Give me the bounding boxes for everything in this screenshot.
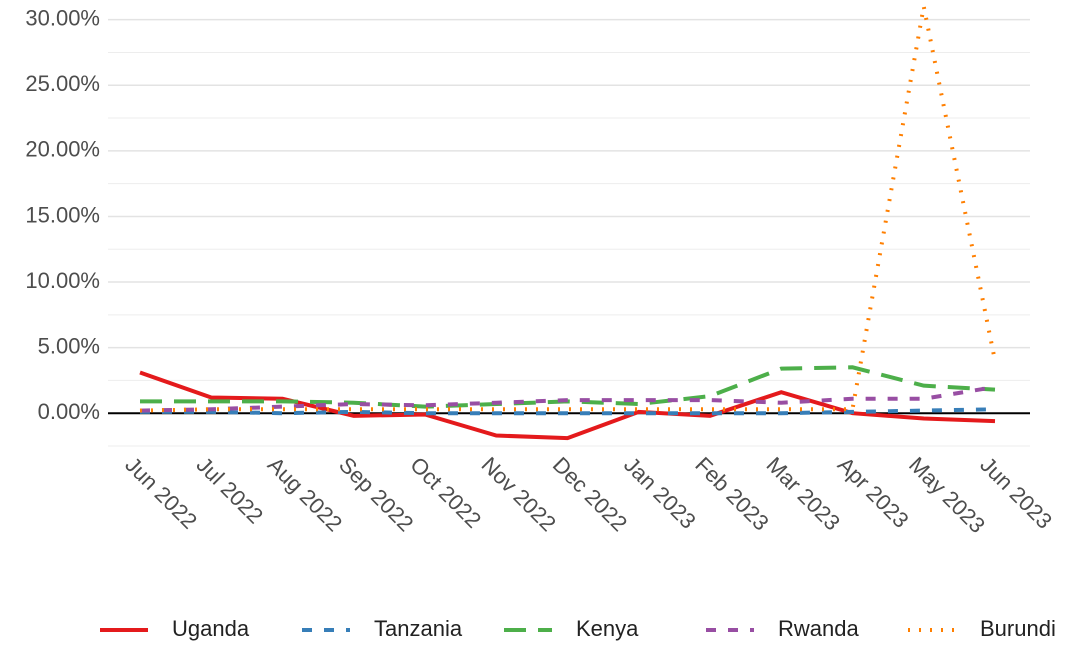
- x-tick-label: Dec 2022: [548, 452, 632, 536]
- legend-label: Burundi: [980, 616, 1056, 641]
- x-tick-label: Sep 2022: [334, 452, 418, 536]
- x-tick-label: Oct 2022: [405, 452, 486, 533]
- y-tick-label: 15.00%: [25, 202, 100, 227]
- legend-label: Uganda: [172, 616, 250, 641]
- legend-label: Tanzania: [374, 616, 463, 641]
- series-line: [139, 384, 996, 413]
- x-tick-label: Jul 2022: [192, 452, 269, 529]
- x-tick-label: Aug 2022: [263, 452, 347, 536]
- y-tick-label: 10.00%: [25, 268, 100, 293]
- y-tick-label: 5.00%: [38, 333, 100, 358]
- x-tick-label: Mar 2023: [762, 452, 845, 535]
- series-line: [139, 6, 997, 413]
- x-tick-label: Jun 2022: [120, 452, 202, 534]
- x-tick-label: Apr 2023: [833, 452, 914, 533]
- legend-label: Rwanda: [778, 616, 859, 641]
- x-tick-label: Nov 2022: [477, 452, 561, 536]
- y-tick-label: 30.00%: [25, 5, 100, 30]
- y-tick-label: 0.00%: [38, 399, 100, 424]
- y-tick-label: 25.00%: [25, 71, 100, 96]
- legend-label: Kenya: [576, 616, 639, 641]
- y-tick-label: 20.00%: [25, 137, 100, 162]
- series-line: [140, 407, 996, 416]
- series-line: [139, 370, 996, 441]
- x-tick-label: May 2023: [904, 452, 990, 538]
- x-tick-label: Feb 2023: [690, 452, 773, 535]
- x-tick-label: Jan 2023: [619, 452, 701, 534]
